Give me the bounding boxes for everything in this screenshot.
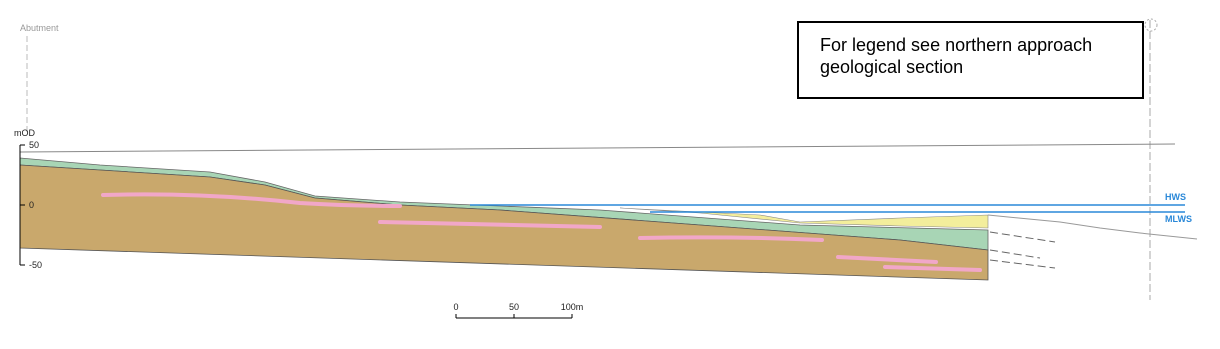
tide-label: HWS (1165, 192, 1186, 202)
seabed-line (987, 214, 1198, 240)
top-line (19, 143, 1176, 153)
scale-label: 100m (561, 302, 584, 312)
scale-label: 0 (453, 302, 458, 312)
pink-lens (836, 255, 938, 264)
pink-lens (883, 265, 982, 272)
yellow-layer (619, 207, 989, 229)
axis-tick-label: 50 (29, 140, 39, 150)
inferred-boundary (989, 259, 1056, 269)
pink-lens (638, 235, 824, 242)
axis-tick-label: 0 (29, 200, 34, 210)
pink-lens (101, 192, 402, 208)
pink-lens (378, 220, 602, 229)
legend-note-wrap: For legend see northern approach geologi… (820, 35, 1093, 77)
inferred-boundary (989, 231, 1056, 243)
axis-tick-label: -50 (29, 260, 42, 270)
tide-label: MLWS (1165, 214, 1192, 224)
scale-label: 50 (509, 302, 519, 312)
axis-title: mOD (14, 128, 35, 138)
tan-layer (19, 164, 989, 281)
abutment-label: Abutment (20, 23, 59, 33)
inferred-boundary (989, 249, 1041, 259)
pier-marker (1144, 18, 1158, 32)
legend-box (797, 21, 1144, 99)
legend-note: For legend see northern approach geologi… (820, 35, 1093, 77)
